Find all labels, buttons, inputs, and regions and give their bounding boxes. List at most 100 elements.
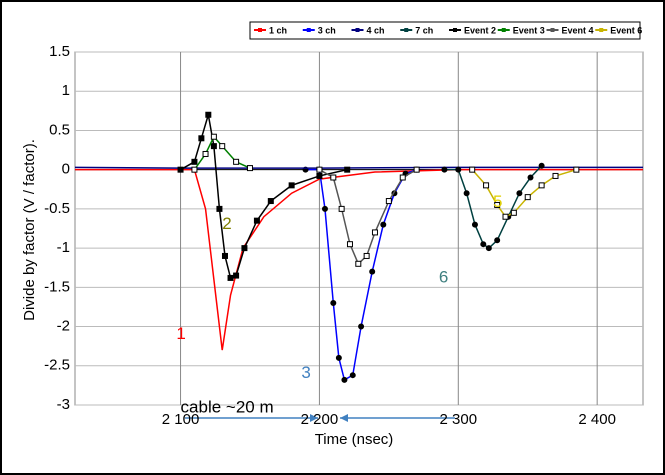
arrow-head (340, 414, 348, 422)
point (552, 172, 559, 179)
point (510, 209, 517, 216)
point (516, 190, 523, 197)
point (455, 166, 462, 173)
legend-label: Event 4 (562, 25, 594, 35)
legend-marker (258, 28, 262, 32)
point (205, 111, 212, 118)
point (330, 174, 337, 181)
legend-marker (306, 28, 311, 32)
point (316, 172, 323, 179)
point (221, 252, 228, 259)
point (480, 241, 487, 248)
point (233, 158, 240, 165)
point (538, 162, 545, 169)
legend-marker (453, 28, 457, 32)
point (494, 237, 501, 244)
point (216, 205, 223, 212)
x-tick-label: 2 100 (162, 411, 200, 428)
legend-marker (404, 28, 409, 32)
point (177, 166, 184, 173)
x-axis-label: Time (nsec) (315, 431, 394, 448)
point (210, 143, 217, 150)
y-tick-label: 0.5 (49, 121, 70, 138)
y-tick-label: -2 (57, 318, 70, 335)
point (527, 174, 534, 181)
point (241, 245, 248, 252)
point (463, 190, 470, 197)
point (246, 165, 253, 172)
annotation: 6 (439, 267, 448, 286)
point (485, 245, 492, 252)
y-tick-label: -1 (57, 239, 70, 256)
point (288, 182, 295, 189)
series-line (319, 169, 418, 266)
y-tick-label: 0 (62, 161, 70, 178)
point (441, 166, 448, 173)
legend-marker (550, 28, 555, 32)
point (399, 174, 406, 181)
point (202, 150, 209, 157)
point (198, 135, 205, 142)
point (321, 205, 328, 212)
legend-label: 3 ch (318, 25, 336, 35)
point (371, 229, 378, 236)
annotation: 5 (493, 192, 502, 211)
point (210, 133, 217, 140)
annotation: 3 (301, 363, 310, 382)
point (385, 198, 392, 205)
x-tick-label: 2 300 (440, 411, 478, 428)
annotation: cable ~20 m (181, 398, 274, 417)
point (524, 194, 531, 201)
legend (249, 21, 641, 40)
point (330, 300, 337, 307)
point (349, 372, 356, 379)
point (191, 166, 198, 173)
annotation: 2 (222, 214, 231, 233)
legend-marker (599, 28, 604, 32)
annotation: 1 (176, 324, 185, 343)
x-tick-label: 2 200 (301, 411, 339, 428)
legend-label: Event 2 (464, 25, 496, 35)
point (502, 213, 509, 220)
point (338, 205, 345, 212)
point (335, 354, 342, 361)
point (573, 166, 580, 173)
y-tick-label: 1.5 (49, 43, 70, 60)
point (346, 241, 353, 248)
point (253, 217, 260, 224)
point (369, 268, 376, 275)
point (358, 323, 365, 330)
point (483, 182, 490, 189)
point (344, 166, 351, 173)
point (355, 260, 362, 267)
y-tick-label: -0.5 (44, 200, 70, 217)
plot-area (74, 51, 644, 406)
legend-label: Event 3 (513, 25, 545, 35)
point (494, 201, 501, 208)
point (538, 182, 545, 189)
point (471, 221, 478, 228)
y-tick-label: 1 (62, 82, 70, 99)
legend-label: 1 ch (269, 25, 287, 35)
point (191, 158, 198, 165)
legend-label: 7 ch (415, 25, 433, 35)
legend-label: Event 6 (610, 25, 642, 35)
point (380, 221, 387, 228)
arrow-head (310, 414, 318, 422)
point (363, 252, 370, 259)
y-tick-label: -1.5 (44, 278, 70, 295)
point (227, 274, 234, 281)
legend-marker (501, 28, 506, 32)
y-tick-label: -3 (57, 396, 70, 413)
legend-marker (355, 28, 360, 32)
point (219, 143, 226, 150)
point (267, 198, 274, 205)
point (469, 166, 476, 173)
point (341, 376, 348, 383)
point (413, 166, 420, 173)
series-line (74, 166, 643, 169)
y-tick-label: -2.5 (44, 357, 70, 374)
y-axis-label: Divide by factor (V / factor). (21, 139, 38, 321)
legend-label: 4 ch (367, 25, 385, 35)
